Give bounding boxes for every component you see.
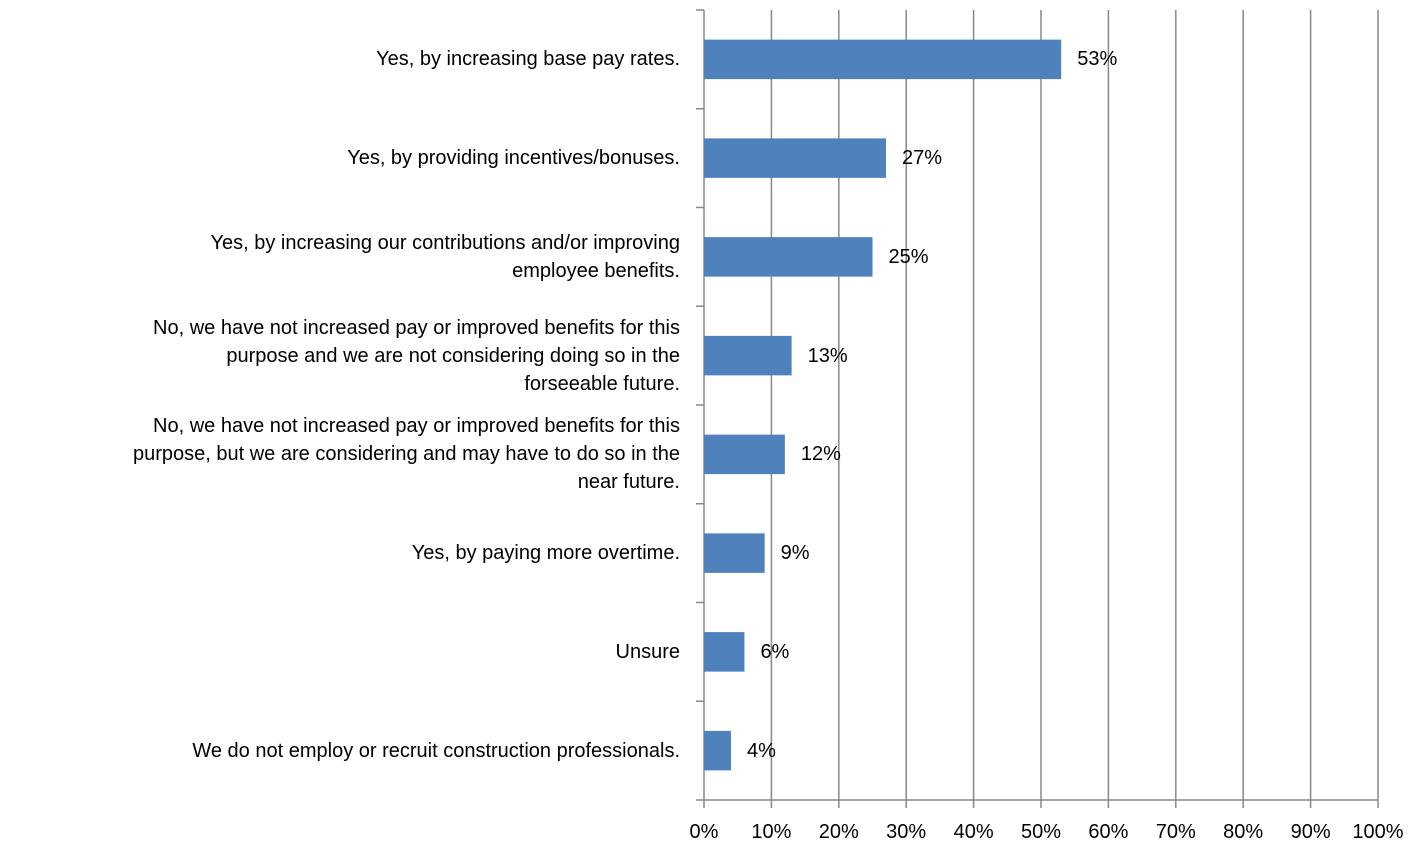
category-label: No, we have not increased pay or improve… xyxy=(4,412,680,496)
bars xyxy=(704,39,1062,771)
data-label: 9% xyxy=(780,542,810,565)
x-tick-label: 90% xyxy=(1290,821,1331,843)
data-label: 27% xyxy=(901,147,942,170)
category-label-line: Yes, by increasing our contributions and… xyxy=(210,231,680,254)
category-label-line: Yes, by paying more overtime. xyxy=(411,542,680,565)
x-tick-label: 30% xyxy=(886,821,927,843)
data-label: 13% xyxy=(807,344,848,367)
category-label: Yes, by providing incentives/bonuses. xyxy=(4,144,680,172)
gridlines xyxy=(770,10,1379,800)
bar xyxy=(704,138,886,178)
x-tick-label: 0% xyxy=(689,821,719,843)
category-label-line: No, we have not increased pay or improve… xyxy=(153,316,680,339)
category-label-line: Unsure xyxy=(615,640,680,663)
data-label: 4% xyxy=(746,739,776,762)
bar xyxy=(704,730,731,771)
bar xyxy=(704,39,1062,80)
bar xyxy=(704,533,765,573)
bar xyxy=(704,632,745,672)
bar xyxy=(704,335,792,376)
data-label: 12% xyxy=(800,443,841,466)
category-label: Yes, by paying more overtime. xyxy=(4,539,680,567)
category-label-line: forseeable future. xyxy=(524,372,680,395)
x-tick-label: 60% xyxy=(1088,821,1129,843)
category-label: Yes, by increasing base pay rates. xyxy=(4,45,680,73)
category-label: We do not employ or recruit construction… xyxy=(4,737,680,765)
category-label-line: purpose, but we are considering and may … xyxy=(132,443,680,466)
category-label-line: near future. xyxy=(577,471,680,494)
category-label: Yes, by increasing our contributions and… xyxy=(4,229,680,285)
x-tick-label: 50% xyxy=(1020,821,1062,843)
category-label-line: We do not employ or recruit construction… xyxy=(192,739,680,762)
x-tick-label: 20% xyxy=(818,821,859,843)
category-label-line: employee benefits. xyxy=(512,259,680,282)
category-label-line: Yes, by providing incentives/bonuses. xyxy=(347,147,680,170)
category-label-line: purpose and we are not considering doing… xyxy=(226,344,680,367)
x-tick-label: 10% xyxy=(751,821,792,843)
x-tick-label: 80% xyxy=(1223,821,1264,843)
category-label-line: No, we have not increased pay or improve… xyxy=(153,415,680,438)
axes xyxy=(696,9,1379,808)
x-tick-label: 70% xyxy=(1155,821,1196,843)
data-label: 53% xyxy=(1077,48,1118,71)
data-label: 6% xyxy=(760,640,790,663)
category-label: Unsure xyxy=(4,638,680,666)
bar xyxy=(704,434,785,475)
category-label-line: Yes, by increasing base pay rates. xyxy=(376,48,680,71)
x-tick-label: 100% xyxy=(1352,821,1404,843)
bar xyxy=(704,237,873,277)
x-tick-label: 40% xyxy=(953,821,994,843)
data-label: 25% xyxy=(888,245,929,268)
category-label: No, we have not increased pay or improve… xyxy=(4,314,680,398)
